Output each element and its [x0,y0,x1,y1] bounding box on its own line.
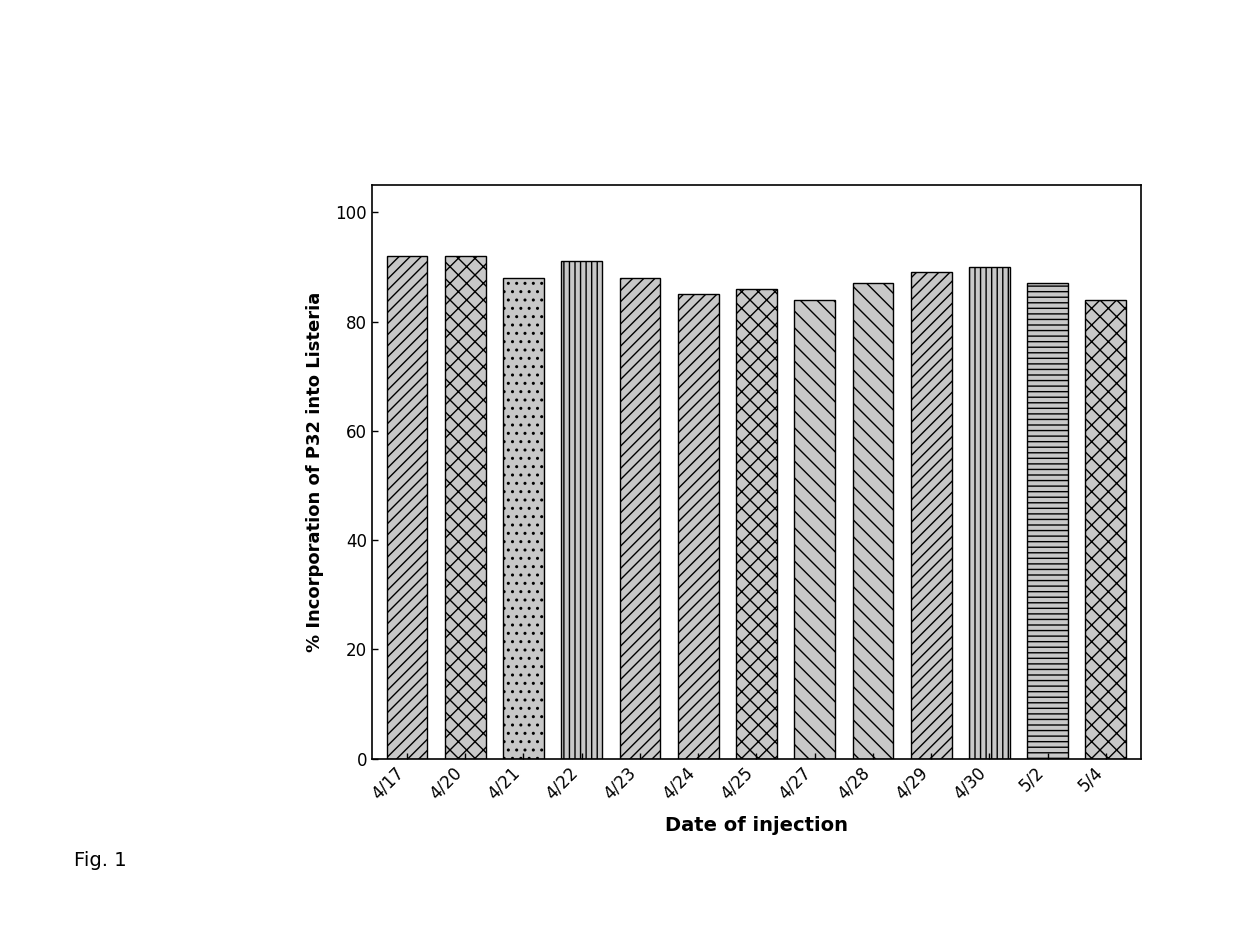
Y-axis label: % Incorporation of P32 into Listeria: % Incorporation of P32 into Listeria [306,291,325,652]
Bar [562,262,603,758]
Bar [1027,283,1068,758]
Bar [445,256,486,758]
Bar [503,278,544,758]
Bar [910,272,951,758]
Bar [968,267,1009,758]
X-axis label: Date of injection: Date of injection [665,817,848,835]
Bar [853,283,893,758]
Bar [678,294,718,758]
Bar [1085,300,1126,758]
Bar [795,300,835,758]
Text: Fig. 1: Fig. 1 [74,850,126,870]
Bar [387,256,428,758]
Bar [737,289,776,758]
Bar [620,278,660,758]
